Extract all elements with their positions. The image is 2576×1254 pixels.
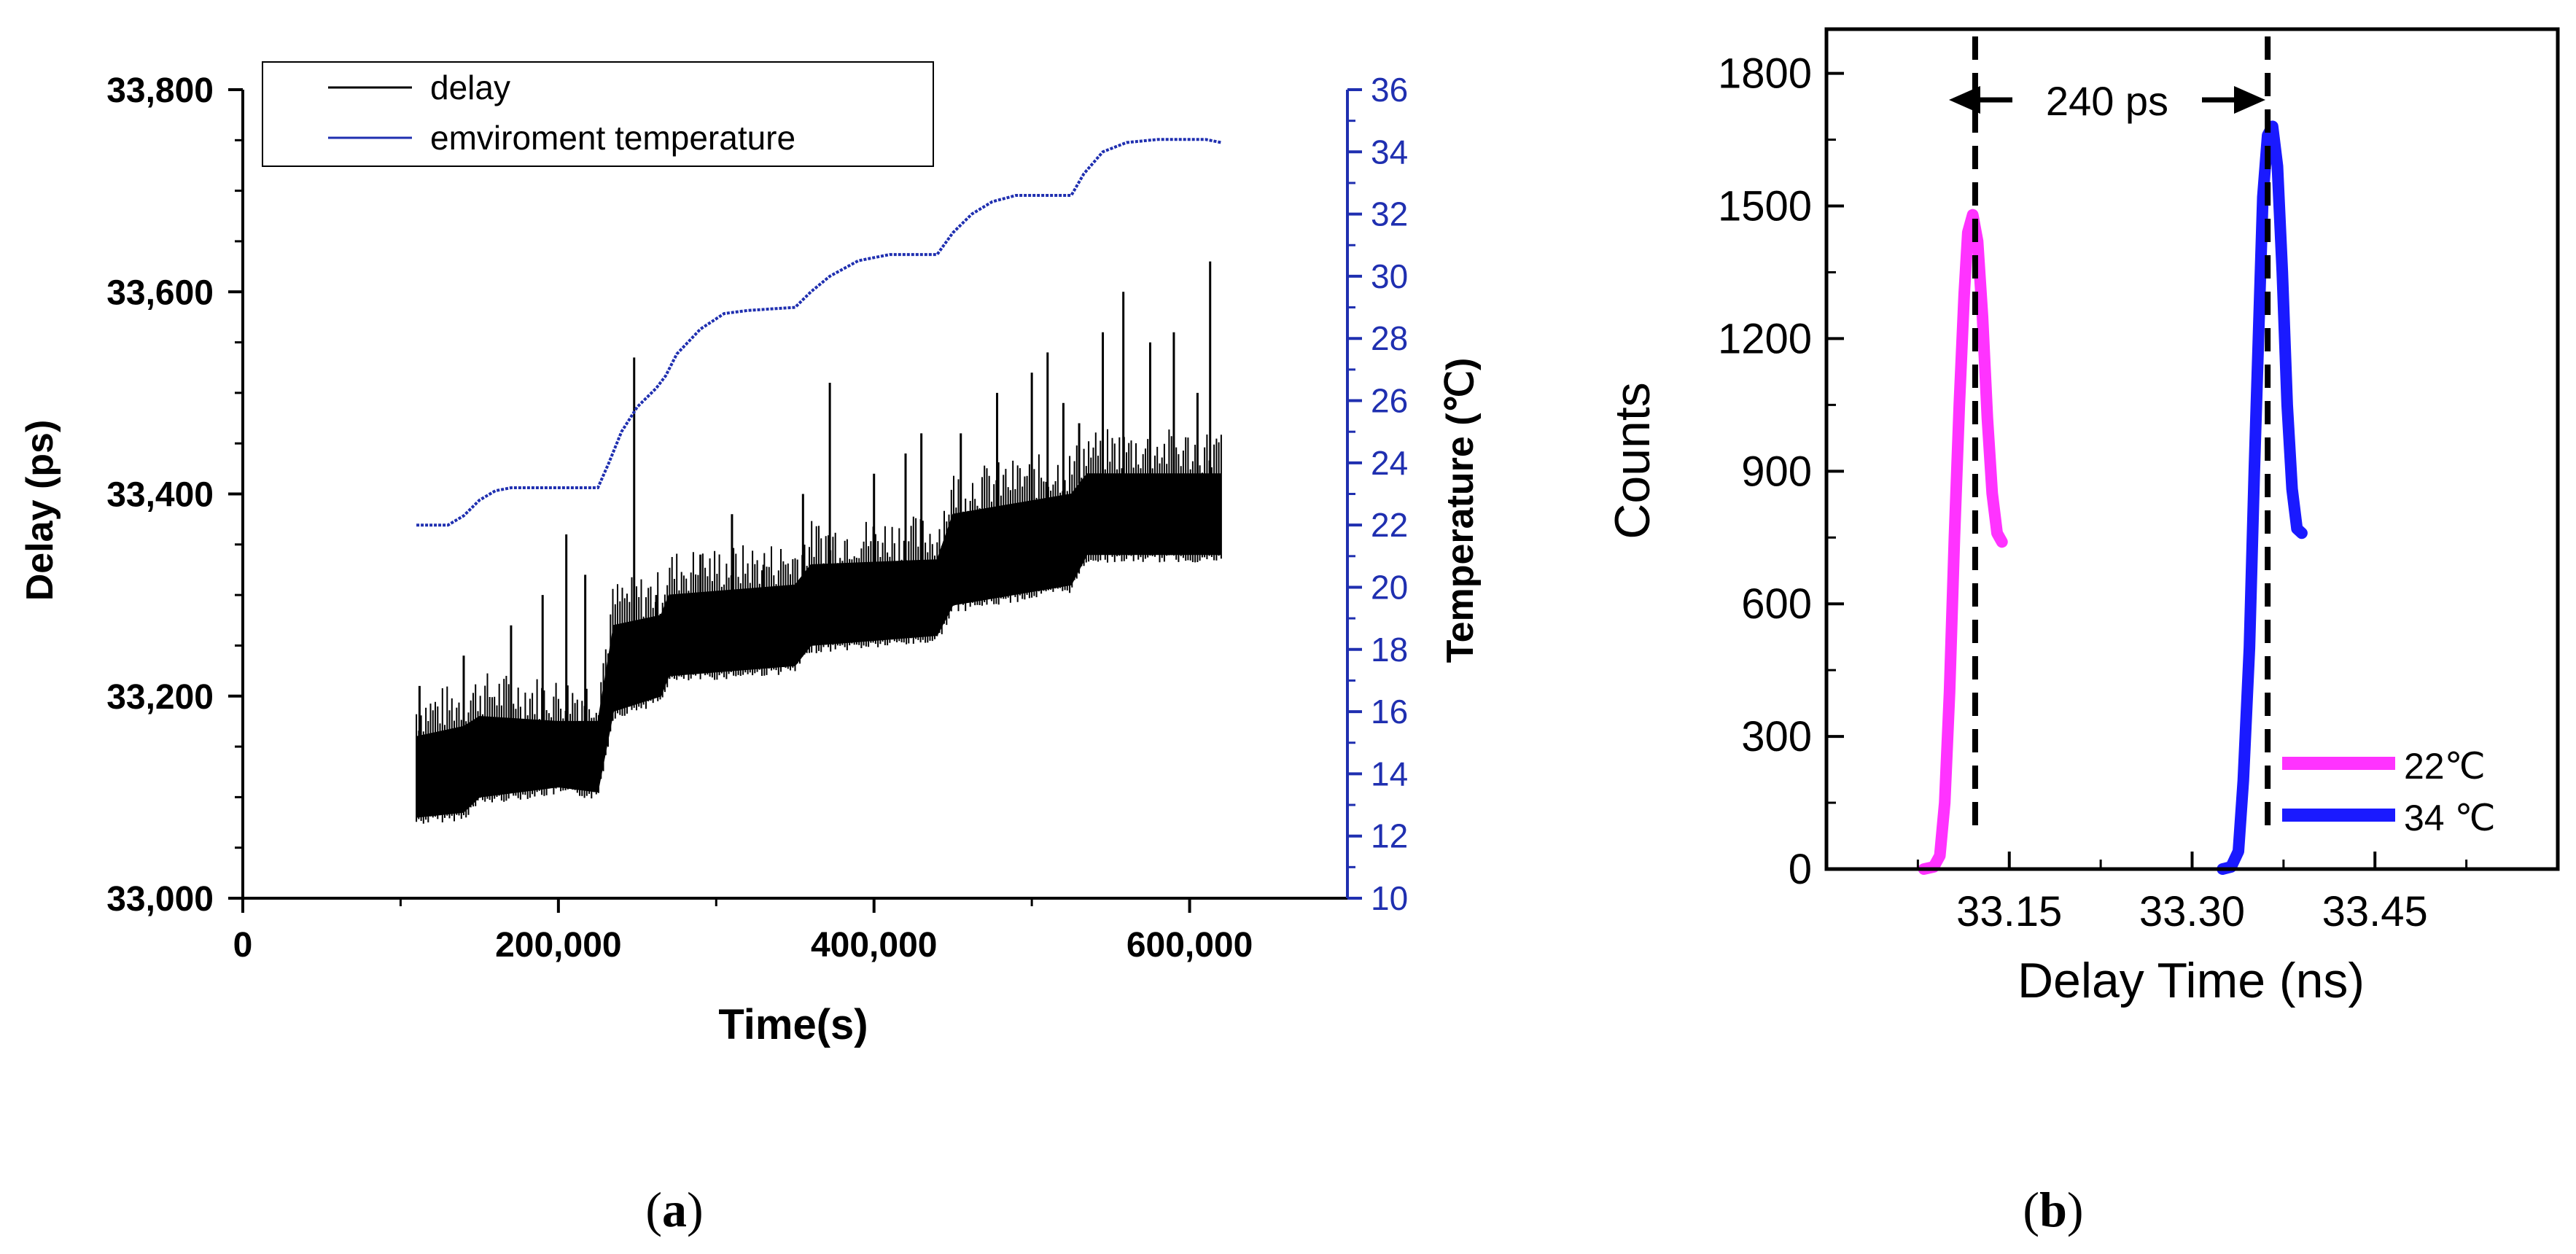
panel-b-axes xyxy=(1824,27,2560,871)
panel-a: 0 200,000 400,000 600,000 33,000 33,200 33,400… xyxy=(19,61,1482,1237)
panel-b-frame xyxy=(1824,27,2560,871)
panel-a-plot-area xyxy=(416,138,1222,824)
y-tick-label: 1200 xyxy=(1718,315,1812,362)
y2-tick-label: 28 xyxy=(1371,319,1408,357)
y2-tick-label: 26 xyxy=(1371,382,1408,420)
legend-label-delay: delay xyxy=(430,69,510,106)
y2-tick-label: 20 xyxy=(1371,568,1408,606)
panel-a-caption-letter: a xyxy=(662,1182,687,1237)
panel-b: 33.15 33.30 33.45 0 300 600 900 1200 1500 1800 24… xyxy=(1605,27,2560,1237)
panel-a-y2-axis-title: Temperature (℃) xyxy=(1439,358,1482,663)
y-tick-label: 0 xyxy=(1789,846,1812,893)
panel-b-x-axis-title: Delay Time (ns) xyxy=(2017,953,2365,1008)
y-tick-label: 300 xyxy=(1741,713,1812,760)
y-tick-label: 600 xyxy=(1741,580,1812,628)
x-tick-label: 33.45 xyxy=(2322,888,2428,935)
curve-22c xyxy=(1918,209,2008,875)
panel-a-y-axis-title: Delay (ps) xyxy=(19,420,61,601)
legend-label-temperature: emviroment temperature xyxy=(430,119,795,157)
y-tick-label: 33,600 xyxy=(106,273,214,312)
y2-tick-label: 24 xyxy=(1371,444,1408,482)
y-tick-label: 33,200 xyxy=(106,678,214,717)
panel-a-legend: delay emviroment temperature xyxy=(262,61,934,167)
x-tick-label: 600,000 xyxy=(1126,926,1253,965)
legend-label-22c: 22℃ xyxy=(2404,746,2486,787)
y2-tick-label: 22 xyxy=(1371,506,1408,544)
y-tick-label: 33,400 xyxy=(106,476,214,515)
x-tick-label: 33.15 xyxy=(1956,888,2062,935)
y2-tick-label: 32 xyxy=(1371,195,1408,233)
y2-tick-label: 30 xyxy=(1371,257,1408,295)
delay-noise-strokes xyxy=(416,429,1222,824)
legend-box xyxy=(262,61,934,167)
y2-tick-label: 14 xyxy=(1371,755,1408,792)
panel-a-ticks: 0 200,000 400,000 600,000 33,000 33,200 33,400… xyxy=(106,71,1408,965)
y2-tick-label: 34 xyxy=(1371,133,1408,171)
y-tick-label: 33,000 xyxy=(106,880,214,919)
peak-separation-annotation: 240 ps xyxy=(1949,78,2265,124)
y2-tick-label: 36 xyxy=(1371,71,1408,109)
legend-label-34c: 34 ℃ xyxy=(2404,798,2496,838)
x-tick-label: 400,000 xyxy=(811,926,938,965)
y2-tick-label: 12 xyxy=(1371,817,1408,855)
x-tick-label: 33.30 xyxy=(2139,888,2245,935)
y-tick-label: 900 xyxy=(1741,448,1812,495)
panel-b-legend: 22℃ 34 ℃ xyxy=(2282,746,2496,838)
y-tick-label: 1800 xyxy=(1718,50,1812,98)
y2-tick-label: 18 xyxy=(1371,631,1408,669)
panel-b-y-axis-title: Counts xyxy=(1605,382,1660,539)
y2-tick-label: 10 xyxy=(1371,879,1408,917)
panel-b-caption-letter: b xyxy=(2039,1182,2067,1237)
x-tick-label: 200,000 xyxy=(495,926,622,965)
annotation-label: 240 ps xyxy=(2046,78,2168,124)
y2-tick-label: 16 xyxy=(1371,693,1408,731)
panel-a-x-axis-title: Time(s) xyxy=(718,1001,868,1048)
panel-b-ticks: 33.15 33.30 33.45 0 300 600 900 1200 1500 1800 xyxy=(1718,50,2468,935)
y-tick-label: 1500 xyxy=(1718,183,1812,230)
panel-b-plot-area xyxy=(1918,36,2308,875)
x-tick-label: 0 xyxy=(233,926,253,965)
y-tick-label: 33,800 xyxy=(106,71,214,110)
annotation-arrowhead-right xyxy=(2234,86,2265,114)
panel-b-caption: (b) xyxy=(2023,1182,2083,1237)
annotation-arrowhead-left xyxy=(1949,86,1980,114)
panel-a-caption: (a) xyxy=(645,1182,703,1237)
